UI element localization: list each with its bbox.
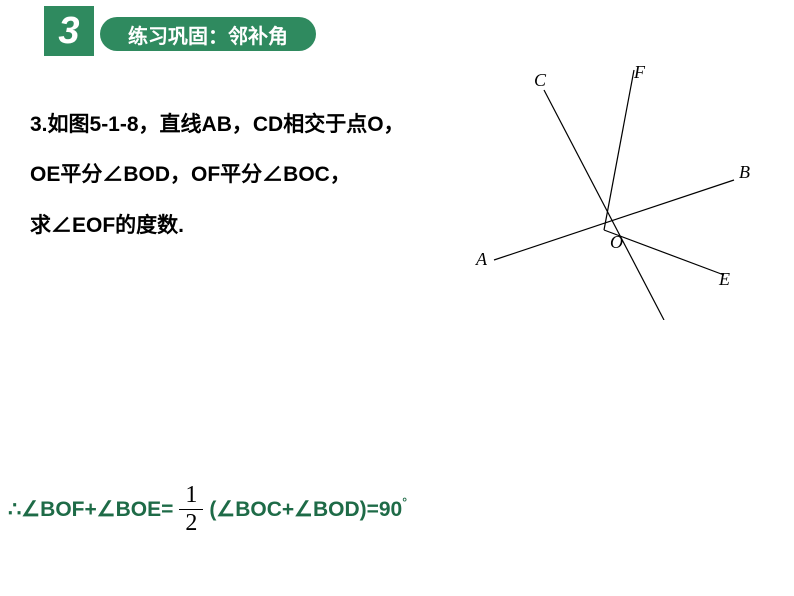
label-c: C — [534, 70, 547, 90]
problem-line-2: OE平分∠BOD，OF平分∠BOC， — [30, 150, 430, 200]
label-e: E — [718, 269, 730, 289]
section-number-badge: 3 — [44, 6, 94, 56]
problem-line-1: 3.如图5-1-8，直线AB，CD相交于点O， — [30, 100, 430, 150]
label-b: B — [739, 162, 750, 182]
label-o: O — [610, 232, 623, 252]
section-number: 3 — [58, 10, 79, 53]
label-f: F — [633, 62, 646, 82]
degree-symbol: ° — [402, 495, 407, 509]
conclusion-line: ∴∠BOF+∠BOE= 1 2 (∠BOC+∠BOD)=90° — [8, 482, 407, 536]
ray-of — [604, 70, 634, 230]
geometry-diagram: A B C F O E — [434, 60, 754, 320]
problem-text: 3.如图5-1-8，直线AB，CD相交于点O， OE平分∠BOD，OF平分∠BO… — [30, 100, 430, 251]
fraction-denominator: 2 — [179, 510, 203, 536]
section-title: 练习巩固：邻补角 — [128, 20, 288, 49]
conclusion-prefix: ∴∠BOF+∠BOE= — [8, 497, 173, 522]
conclusion-suffix: (∠BOC+∠BOD)=90° — [209, 497, 407, 522]
section-title-bar: 练习巩固：邻补角 — [100, 17, 316, 51]
line-cd — [544, 90, 664, 320]
problem-line-3: 求∠EOF的度数. — [30, 201, 430, 251]
fraction-half: 1 2 — [179, 482, 203, 536]
label-a: A — [475, 249, 488, 269]
fraction-numerator: 1 — [179, 482, 203, 509]
